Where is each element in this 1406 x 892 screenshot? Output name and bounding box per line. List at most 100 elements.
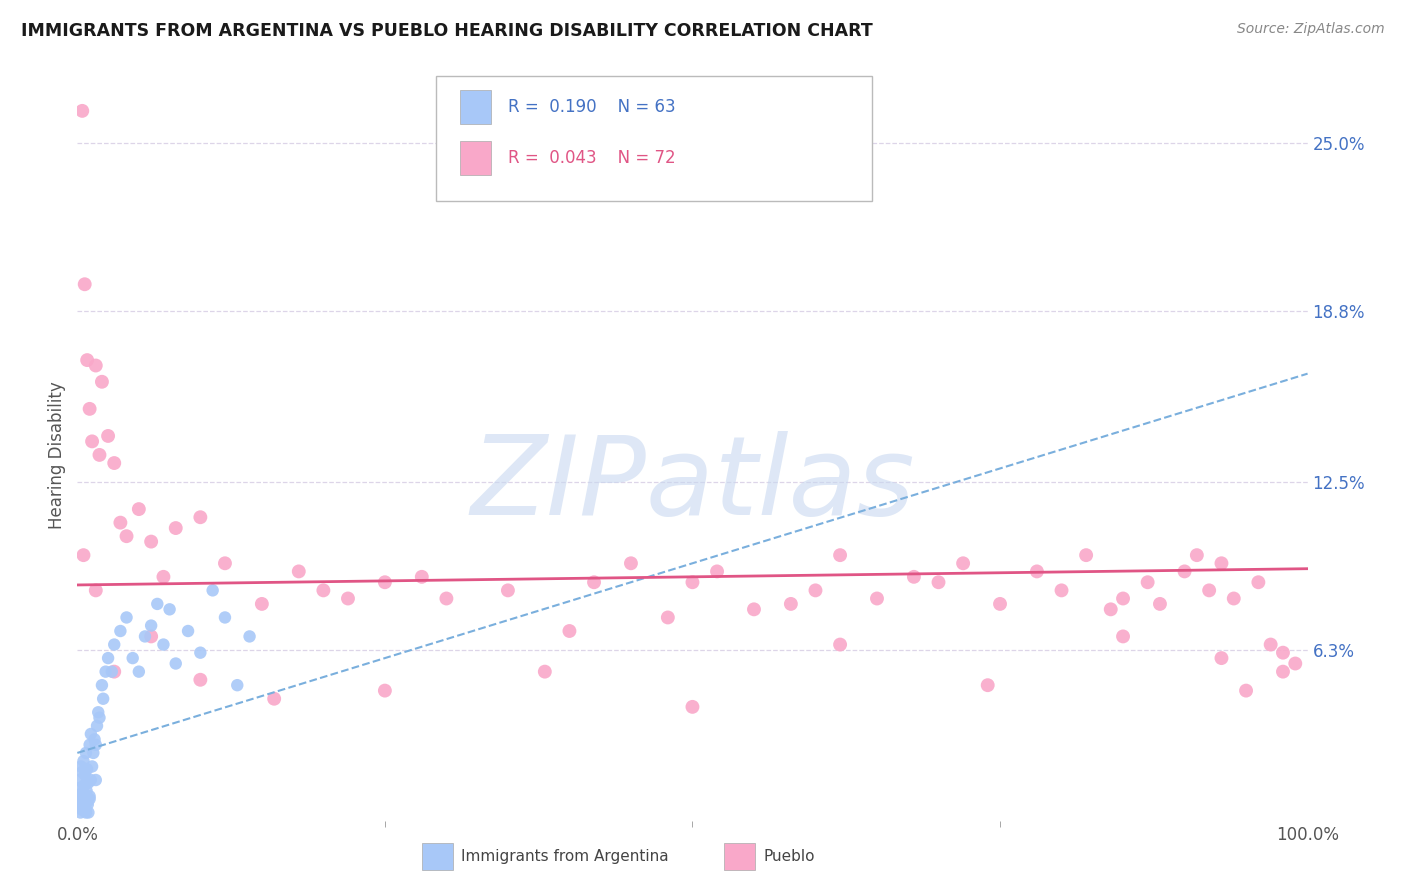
Point: [1112, 629, 1135, 643]
Point: [682, 699, 704, 714]
Point: [83, 732, 105, 747]
Point: [830, 638, 852, 652]
Point: [1076, 548, 1098, 562]
Point: [977, 678, 1000, 692]
Point: [70, 803, 93, 817]
Point: [72, 797, 94, 812]
Point: [72, 754, 94, 768]
Point: [1211, 556, 1233, 570]
Point: [77, 775, 100, 789]
Point: [75, 746, 97, 760]
Point: [146, 597, 169, 611]
Point: [436, 591, 458, 606]
Y-axis label: Hearing Disability: Hearing Disability: [48, 381, 66, 529]
Point: [374, 575, 396, 590]
Point: [141, 534, 163, 549]
Point: [1234, 683, 1257, 698]
Point: [82, 759, 104, 773]
Point: [115, 610, 138, 624]
Point: [141, 618, 163, 632]
Point: [89, 448, 111, 462]
Point: [152, 570, 174, 584]
Point: [742, 602, 765, 616]
Point: [682, 575, 704, 590]
Point: [128, 502, 150, 516]
Point: [69, 772, 91, 787]
Point: [558, 624, 581, 638]
Point: [70, 800, 93, 814]
Point: [76, 353, 98, 368]
Point: [1247, 575, 1270, 590]
Point: [73, 277, 96, 292]
Point: [72, 548, 94, 562]
Point: [534, 665, 557, 679]
Point: [250, 597, 273, 611]
Point: [121, 651, 143, 665]
Text: R =  0.043    N = 72: R = 0.043 N = 72: [508, 150, 675, 168]
Point: [69, 805, 91, 820]
Point: [82, 434, 104, 449]
Point: [70, 795, 93, 809]
Point: [830, 548, 852, 562]
Point: [75, 803, 97, 817]
Point: [70, 787, 93, 801]
Point: [1272, 665, 1295, 679]
Point: [103, 638, 125, 652]
Point: [1223, 591, 1246, 606]
Point: [159, 602, 181, 616]
Point: [70, 103, 93, 118]
Text: ZIPatlas: ZIPatlas: [470, 431, 915, 538]
Point: [97, 429, 120, 443]
Point: [67, 781, 90, 796]
Text: Pueblo: Pueblo: [763, 849, 815, 863]
Point: [1272, 646, 1295, 660]
Point: [1026, 565, 1049, 579]
Text: IMMIGRANTS FROM ARGENTINA VS PUEBLO HEARING DISABILITY CORRELATION CHART: IMMIGRANTS FROM ARGENTINA VS PUEBLO HEAR…: [21, 22, 873, 40]
Point: [110, 624, 132, 638]
Point: [87, 706, 110, 720]
Point: [706, 565, 728, 579]
Point: [988, 597, 1011, 611]
Point: [201, 583, 224, 598]
Point: [72, 787, 94, 801]
Point: [583, 575, 606, 590]
Point: [214, 556, 236, 570]
Point: [69, 800, 91, 814]
Point: [76, 797, 98, 812]
Point: [75, 792, 97, 806]
Point: [952, 556, 974, 570]
Point: [76, 795, 98, 809]
Point: [86, 719, 108, 733]
Point: [141, 629, 163, 643]
Point: [76, 762, 98, 776]
Point: [866, 591, 889, 606]
Point: [312, 583, 335, 598]
Point: [165, 521, 187, 535]
Point: [75, 805, 97, 820]
Point: [110, 516, 132, 530]
Point: [82, 746, 104, 760]
Point: [90, 375, 114, 389]
Point: [1198, 583, 1220, 598]
Point: [411, 570, 433, 584]
Point: [1174, 565, 1197, 579]
Point: [374, 683, 396, 698]
Point: [1099, 602, 1122, 616]
Point: [72, 789, 94, 804]
Point: [115, 529, 138, 543]
Point: [90, 678, 114, 692]
Point: [73, 800, 96, 814]
Point: [91, 691, 114, 706]
Point: [84, 359, 107, 373]
Point: [77, 805, 100, 820]
Point: [73, 767, 96, 781]
Point: [79, 738, 101, 752]
Point: [79, 789, 101, 804]
Point: [620, 556, 643, 570]
Point: [79, 401, 101, 416]
Point: [84, 738, 107, 752]
Point: [1112, 591, 1135, 606]
Point: [152, 638, 174, 652]
Point: [337, 591, 360, 606]
Point: [190, 646, 212, 660]
